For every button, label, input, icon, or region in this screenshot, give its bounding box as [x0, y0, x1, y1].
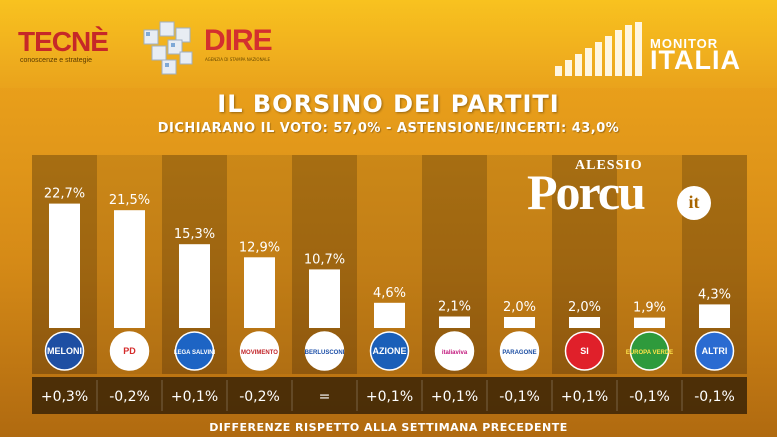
party-logo-label: AZIONE	[372, 346, 406, 356]
bar	[634, 317, 665, 328]
bar	[114, 210, 145, 328]
chart-footer: DIFFERENZE RISPETTO ALLA SETTIMANA PRECE…	[209, 421, 568, 434]
party-logo-icon	[109, 331, 150, 371]
porcu-watermark: ALESSIO Porcu it	[527, 158, 715, 224]
dire-tagline: AGENZIA DI STAMPA NAZIONALE	[205, 57, 271, 62]
tecne-wordmark: TECNÈ	[18, 26, 109, 57]
party-logo-icon	[174, 331, 215, 371]
party-logo-icon	[434, 331, 475, 371]
dire-wordmark: DIRE	[204, 24, 273, 57]
dire-cubes-icon	[143, 21, 193, 75]
party-logo-label: MOVIMENTO	[241, 350, 278, 356]
party-logo-icon	[304, 331, 345, 371]
bar-value-label: 4,6%	[373, 286, 406, 301]
monitor-label-bottom: ITALIA	[650, 45, 741, 75]
bar	[49, 203, 80, 328]
bar-value-label: 2,0%	[568, 300, 601, 315]
change-label: -0,1%	[499, 389, 540, 405]
bar	[439, 316, 470, 328]
change-label: -0,2%	[109, 389, 150, 405]
party-logo-icon	[564, 331, 605, 371]
bar-value-label: 2,0%	[503, 300, 536, 315]
bar-value-label: 15,3%	[174, 227, 215, 242]
party-logo-icon	[44, 331, 85, 371]
tecne-logo: TECNÈ conoscenze e strategie	[18, 26, 130, 66]
bar	[179, 244, 210, 328]
porcu-watermark-small: ALESSIO	[575, 158, 643, 173]
party-logo-label: SI	[580, 346, 589, 356]
bar-value-label: 22,7%	[44, 187, 85, 202]
party-logo-label: PD	[123, 346, 136, 356]
party-logo-label: LEGA SALVINI	[174, 350, 216, 356]
bar	[309, 269, 340, 328]
party-logo-icon	[499, 331, 540, 371]
bar	[374, 302, 405, 328]
change-label: +0,1%	[561, 389, 608, 405]
porcu-watermark-big: Porcu	[527, 164, 646, 220]
change-label: -0,1%	[629, 389, 670, 405]
party-logo-label: BERLUSCONI	[305, 350, 345, 356]
changes-band	[32, 377, 747, 414]
party-logo-icon	[239, 331, 280, 371]
bar-value-label: 2,1%	[438, 300, 471, 315]
tecne-tagline: conoscenze e strategie	[20, 57, 92, 64]
party-logo-label: EUROPA VERDE	[626, 350, 673, 356]
porcu-watermark-suffix: it	[677, 186, 711, 220]
party-logo-icon	[369, 331, 410, 371]
bar	[504, 317, 535, 328]
bar-value-label: 12,9%	[239, 240, 280, 255]
party-logo-label: PARAGONE	[502, 350, 536, 356]
monitor-bars-icon	[555, 22, 642, 76]
party-logo-label: MELONI	[47, 346, 82, 356]
party-logo-icon	[629, 331, 670, 371]
party-logo-label: ALTRI	[702, 346, 728, 356]
header-bar	[0, 0, 777, 88]
chart-subtitle: DICHIARANO IL VOTO: 57,0% - ASTENSIONE/I…	[157, 121, 620, 136]
party-logo-label: italiaviva	[442, 350, 468, 356]
bar-value-label: 1,9%	[633, 301, 666, 316]
change-label: +0,1%	[366, 389, 413, 405]
bar-value-label: 21,5%	[109, 193, 150, 208]
bar	[699, 304, 730, 328]
change-label: -0,1%	[694, 389, 735, 405]
change-label: +0,1%	[431, 389, 478, 405]
change-label: -0,2%	[239, 389, 280, 405]
change-label: =	[319, 389, 331, 405]
bar	[244, 257, 275, 328]
change-label: +0,3%	[41, 389, 88, 405]
bar-value-label: 10,7%	[304, 252, 345, 267]
chart-title: IL BORSINO DEI PARTITI	[217, 90, 560, 118]
bar	[569, 317, 600, 328]
bar-value-label: 4,3%	[698, 287, 731, 302]
monitor-label-top: MONITOR	[650, 36, 719, 51]
change-label: +0,1%	[171, 389, 218, 405]
party-logo-icon	[694, 331, 735, 371]
